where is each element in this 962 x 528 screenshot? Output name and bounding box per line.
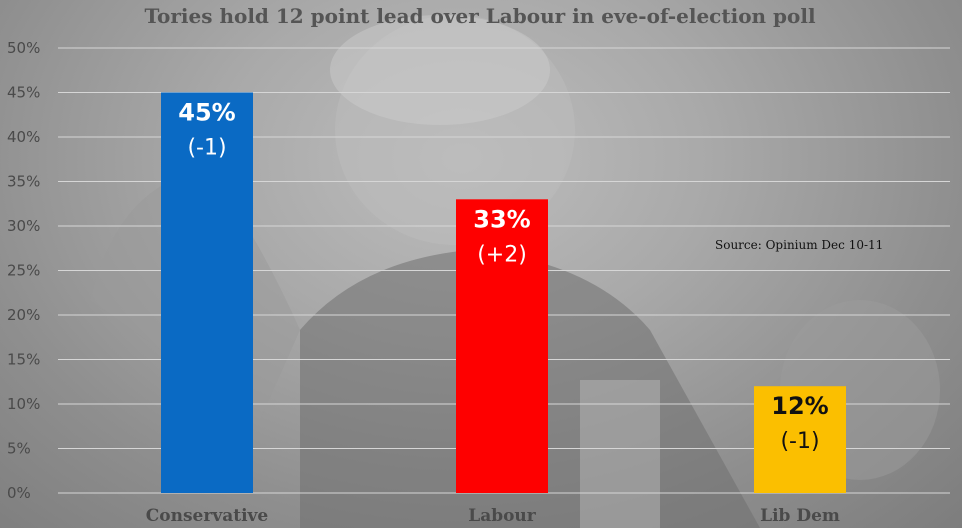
bar-change-label: (+2) (477, 242, 527, 267)
x-tick-label: Labour (468, 506, 537, 526)
y-tick-label: 40% (7, 128, 40, 146)
bar-lib-dem (754, 386, 846, 493)
bar-conservative (161, 92, 253, 493)
chart-title: Tories hold 12 point lead over Labour in… (144, 4, 816, 28)
y-tick-label: 30% (7, 217, 40, 235)
bar-value-label: 33% (473, 205, 530, 233)
x-tick-label: Lib Dem (760, 506, 840, 526)
source-note: Source: Opinium Dec 10-11 (715, 238, 883, 252)
y-tick-label: 10% (7, 395, 40, 413)
bar-change-label: (-1) (187, 136, 226, 161)
y-axis: 0% 5% 10% 15% 20% 25% 30% 35% 40% 45% 50% (7, 39, 40, 502)
y-tick-label: 5% (7, 440, 31, 458)
bar-labels: 45% (-1) 33% (+2) 12% (-1) (178, 99, 828, 455)
y-tick-label: 15% (7, 351, 40, 369)
bar-value-label: 12% (771, 392, 828, 420)
y-tick-label: 50% (7, 39, 40, 57)
bar-value-label: 45% (178, 99, 235, 127)
bar-labour (456, 199, 548, 494)
bar-change-label: (-1) (780, 429, 819, 454)
x-axis: Conservative Labour Lib Dem (146, 506, 840, 526)
y-tick-label: 45% (7, 84, 40, 102)
bars (161, 92, 846, 494)
y-tick-label: 0% (7, 484, 31, 502)
x-tick-label: Conservative (146, 506, 269, 526)
y-tick-label: 25% (7, 262, 40, 280)
y-tick-label: 20% (7, 306, 40, 324)
y-tick-label: 35% (7, 173, 40, 191)
